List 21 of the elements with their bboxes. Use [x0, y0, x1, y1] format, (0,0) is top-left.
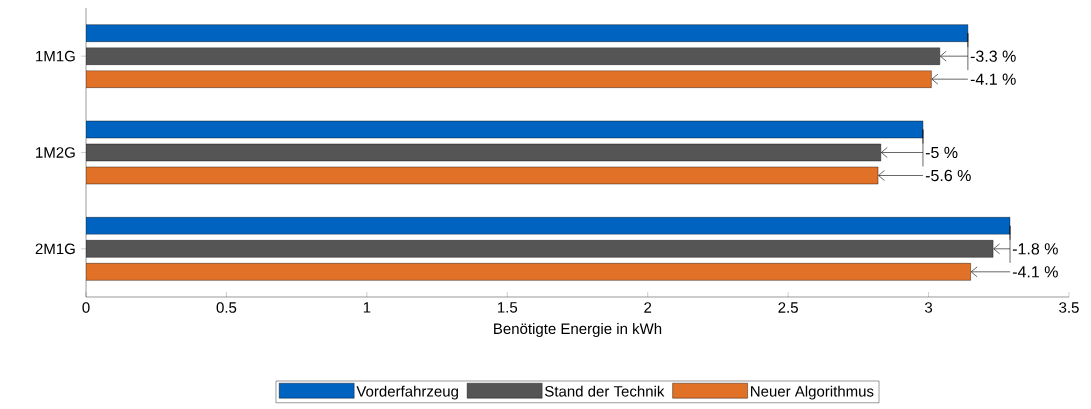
- annotation: -3.3 %: [970, 50, 1016, 62]
- y-tick-label: 2M1G: [35, 243, 75, 255]
- x-tick-label: 3: [924, 302, 933, 313]
- x-tick-label: 1.5: [498, 302, 518, 313]
- x-axis-title: Benötigte Energie in kWh: [494, 323, 662, 337]
- legend-label: Vorderfahrzeug: [356, 385, 458, 400]
- annotation: -1.8 %: [1012, 243, 1058, 255]
- x-tick-label: 3.5: [1059, 302, 1079, 313]
- annotation: -4.1 %: [1012, 266, 1058, 278]
- x-tick-label: 1: [363, 302, 371, 313]
- annotation: -5.6 %: [925, 169, 971, 182]
- annotation: -4.1 %: [970, 73, 1016, 85]
- x-tick-label: 0: [82, 302, 90, 313]
- y-tick-label: 1M1G: [36, 50, 75, 62]
- legend-label: Neuer Algorithmus: [751, 385, 874, 400]
- x-tick-label: 2: [644, 302, 652, 313]
- annotation: -5 %: [925, 146, 958, 159]
- x-tick-label: 0.5: [216, 302, 237, 313]
- y-tick-label: 1M2G: [36, 147, 75, 158]
- x-tick-label: 2.5: [778, 302, 798, 313]
- legend-label: Stand der Technik: [545, 385, 665, 397]
